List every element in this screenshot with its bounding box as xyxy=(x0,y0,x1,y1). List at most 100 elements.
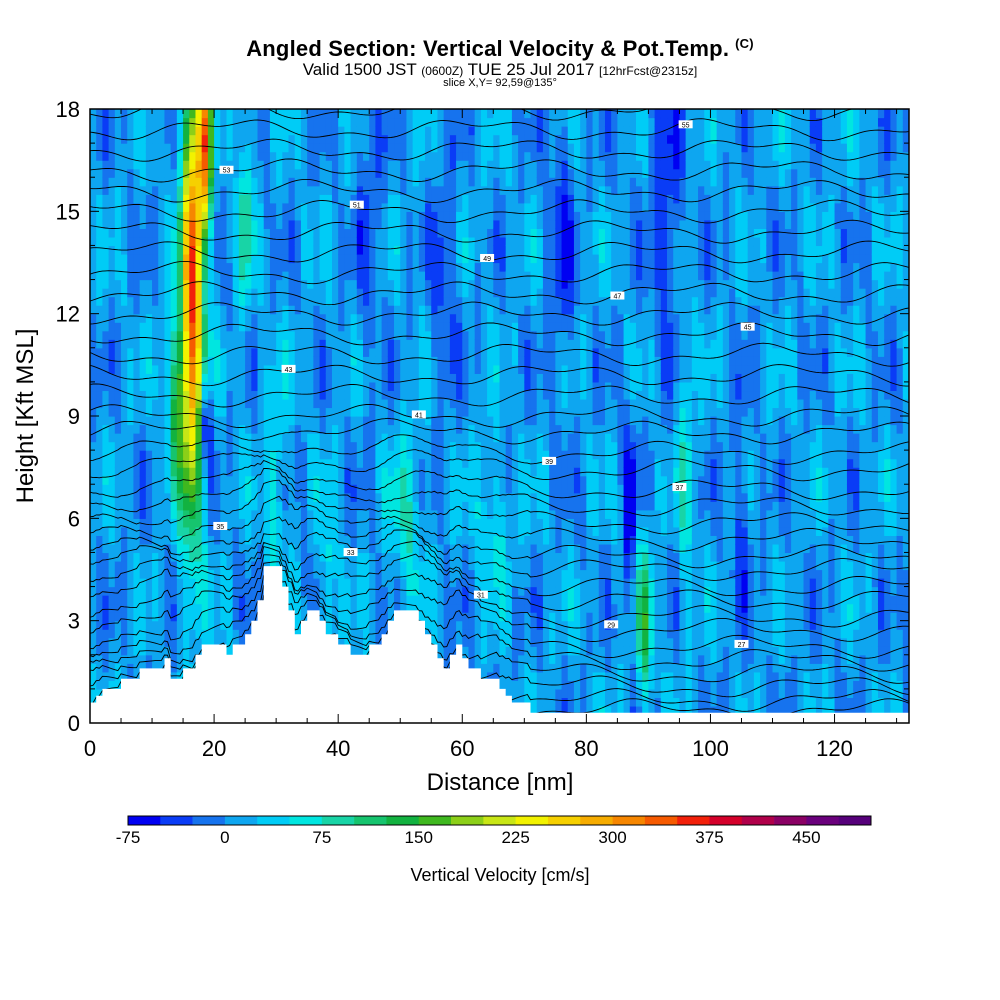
velocity-cell xyxy=(394,390,401,400)
velocity-cell xyxy=(418,364,426,374)
velocity-cell xyxy=(195,526,203,536)
velocity-cell xyxy=(437,151,445,161)
velocity-cell xyxy=(325,211,333,221)
velocity-cell xyxy=(195,143,203,153)
velocity-cell xyxy=(375,612,383,622)
velocity-cell xyxy=(474,552,482,562)
velocity-cell xyxy=(164,151,172,161)
velocity-cell xyxy=(375,620,383,630)
velocity-cell xyxy=(214,484,221,494)
velocity-cell xyxy=(325,450,333,460)
velocity-cell xyxy=(195,637,203,647)
velocity-cell xyxy=(145,262,153,272)
velocity-cell xyxy=(356,586,364,596)
velocity-cell xyxy=(511,450,519,460)
velocity-cell xyxy=(226,424,234,434)
velocity-cell xyxy=(493,620,501,630)
velocity-cell xyxy=(319,236,327,247)
velocity-cell xyxy=(158,381,166,392)
velocity-cell xyxy=(183,518,190,528)
velocity-cell xyxy=(487,356,494,366)
velocity-cell xyxy=(456,288,463,298)
velocity-cell xyxy=(487,416,494,426)
velocity-cell xyxy=(102,501,110,511)
velocity-cell xyxy=(127,433,135,443)
velocity-cell xyxy=(381,475,389,485)
velocity-cell xyxy=(183,202,190,212)
velocity-cell xyxy=(375,143,383,153)
velocity-cell xyxy=(394,279,401,289)
velocity-cell xyxy=(487,595,494,605)
velocity-cell xyxy=(176,134,184,144)
velocity-cell xyxy=(505,347,513,357)
velocity-cell xyxy=(269,458,277,468)
velocity-cell xyxy=(238,552,246,562)
velocity-cell xyxy=(245,364,252,374)
velocity-cell xyxy=(127,603,135,613)
velocity-cell xyxy=(96,356,103,366)
velocity-cell xyxy=(207,441,215,451)
velocity-cell xyxy=(300,219,308,229)
velocity-cell xyxy=(238,492,246,502)
velocity-cell xyxy=(437,450,445,460)
velocity-cell xyxy=(300,578,308,588)
velocity-cell xyxy=(505,313,513,323)
velocity-cell xyxy=(325,347,333,357)
velocity-cell xyxy=(232,177,240,187)
velocity-cell xyxy=(102,202,110,212)
velocity-cell xyxy=(257,126,265,136)
velocity-cell xyxy=(201,501,209,511)
velocity-cell xyxy=(269,509,277,519)
velocity-cell xyxy=(331,109,339,119)
velocity-cell xyxy=(375,578,383,588)
velocity-cell xyxy=(139,168,147,178)
velocity-cell xyxy=(251,569,259,579)
velocity-cell xyxy=(456,279,463,289)
velocity-cell xyxy=(487,637,494,647)
velocity-cell xyxy=(313,458,321,468)
velocity-cell xyxy=(214,313,221,323)
velocity-cell xyxy=(462,441,470,451)
velocity-cell xyxy=(282,569,290,579)
velocity-cell xyxy=(487,578,494,588)
velocity-cell xyxy=(114,177,122,187)
velocity-cell xyxy=(189,450,197,460)
velocity-cell xyxy=(102,416,110,426)
velocity-cell xyxy=(139,398,147,409)
velocity-cell xyxy=(121,347,128,357)
velocity-cell xyxy=(431,535,439,545)
velocity-cell xyxy=(90,134,97,144)
velocity-cell xyxy=(300,458,308,468)
velocity-cell xyxy=(381,194,389,204)
velocity-cell xyxy=(400,211,408,221)
velocity-cell xyxy=(319,151,327,161)
velocity-cell xyxy=(499,364,507,374)
velocity-cell xyxy=(176,219,184,229)
velocity-cell xyxy=(487,143,494,153)
velocity-cell xyxy=(511,313,519,323)
velocity-cell xyxy=(462,271,470,281)
velocity-cell xyxy=(158,595,166,605)
velocity-cell xyxy=(294,629,302,639)
velocity-cell xyxy=(263,475,271,485)
velocity-cell xyxy=(232,373,240,383)
velocity-cell xyxy=(133,458,141,468)
velocity-cell xyxy=(344,245,352,255)
velocity-cell xyxy=(394,339,401,349)
velocity-cell xyxy=(425,160,432,170)
velocity-cell xyxy=(226,126,234,136)
velocity-cell xyxy=(369,296,376,306)
velocity-cell xyxy=(90,663,97,673)
velocity-cell xyxy=(437,211,445,221)
velocity-cell xyxy=(238,381,246,392)
velocity-cell xyxy=(133,646,141,656)
velocity-cell xyxy=(418,398,426,409)
velocity-cell xyxy=(412,484,420,494)
velocity-cell xyxy=(325,168,333,178)
velocity-cell xyxy=(518,595,525,605)
velocity-cell xyxy=(108,654,116,664)
velocity-cell xyxy=(170,211,178,221)
velocity-cell xyxy=(437,433,445,443)
velocity-cell xyxy=(437,236,445,247)
velocity-cell xyxy=(170,228,178,238)
